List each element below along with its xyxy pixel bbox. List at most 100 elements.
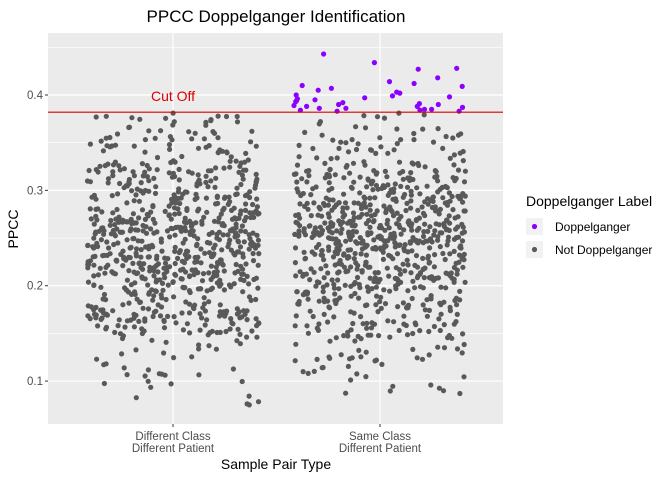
scatter-point-not-doppelganger xyxy=(228,284,234,290)
scatter-point-not-doppelganger xyxy=(353,239,359,245)
scatter-point-not-doppelganger xyxy=(458,131,464,137)
scatter-point-not-doppelganger xyxy=(201,214,207,220)
scatter-point-not-doppelganger xyxy=(98,237,104,243)
scatter-point-doppelganger xyxy=(362,95,368,101)
scatter-point-not-doppelganger xyxy=(179,258,185,264)
scatter-point-not-doppelganger xyxy=(332,262,338,268)
scatter-point-not-doppelganger xyxy=(131,198,137,204)
scatter-point-not-doppelganger xyxy=(370,178,376,184)
scatter-point-not-doppelganger xyxy=(186,169,192,175)
scatter-point-not-doppelganger xyxy=(115,191,121,197)
scatter-point-not-doppelganger xyxy=(329,230,335,236)
scatter-point-not-doppelganger xyxy=(233,261,239,268)
scatter-point-not-doppelganger xyxy=(222,194,228,200)
scatter-point-not-doppelganger xyxy=(417,284,424,290)
scatter-point-not-doppelganger xyxy=(422,164,428,170)
scatter-point-not-doppelganger xyxy=(172,260,178,267)
scatter-point-not-doppelganger xyxy=(357,285,363,291)
scatter-point-not-doppelganger xyxy=(295,189,301,195)
scatter-point-not-doppelganger xyxy=(355,333,361,339)
scatter-point-not-doppelganger xyxy=(363,349,369,355)
scatter-point-not-doppelganger xyxy=(408,198,414,204)
scatter-point-not-doppelganger xyxy=(332,172,338,178)
scatter-point-not-doppelganger xyxy=(238,208,244,214)
scatter-point-not-doppelganger xyxy=(461,341,467,348)
scatter-point-not-doppelganger xyxy=(343,140,349,146)
scatter-point-doppelganger xyxy=(435,75,441,81)
scatter-point-not-doppelganger xyxy=(243,150,249,156)
scatter-point-not-doppelganger xyxy=(255,262,261,268)
scatter-point-not-doppelganger xyxy=(454,311,460,317)
scatter-point-not-doppelganger xyxy=(389,208,395,215)
scatter-point-not-doppelganger xyxy=(387,288,393,294)
scatter-point-not-doppelganger xyxy=(312,227,318,233)
scatter-point-not-doppelganger xyxy=(133,270,139,277)
scatter-point-not-doppelganger xyxy=(308,213,314,219)
scatter-point-not-doppelganger xyxy=(413,253,420,259)
scatter-point-not-doppelganger xyxy=(130,169,136,175)
scatter-point-not-doppelganger xyxy=(417,191,423,197)
scatter-point-not-doppelganger xyxy=(233,191,239,198)
scatter-point-not-doppelganger xyxy=(432,174,438,180)
scatter-point-not-doppelganger xyxy=(121,365,127,371)
scatter-point-not-doppelganger xyxy=(234,306,240,312)
scatter-point-not-doppelganger xyxy=(324,282,330,288)
scatter-point-not-doppelganger xyxy=(381,203,387,209)
scatter-point-not-doppelganger xyxy=(297,201,303,207)
scatter-point-not-doppelganger xyxy=(145,367,151,373)
scatter-point-not-doppelganger xyxy=(351,256,357,262)
scatter-point-not-doppelganger xyxy=(182,219,188,225)
scatter-point-not-doppelganger xyxy=(296,142,302,148)
scatter-point-not-doppelganger xyxy=(206,343,212,349)
scatter-point-not-doppelganger xyxy=(378,294,384,300)
scatter-point-not-doppelganger xyxy=(116,317,122,323)
scatter-point-not-doppelganger xyxy=(153,184,159,190)
scatter-point-not-doppelganger xyxy=(109,143,115,149)
scatter-point-not-doppelganger xyxy=(357,174,363,180)
scatter-point-not-doppelganger xyxy=(175,206,181,212)
scatter-point-not-doppelganger xyxy=(180,327,186,333)
scatter-point-not-doppelganger xyxy=(313,184,319,190)
scatter-point-not-doppelganger xyxy=(243,167,249,173)
scatter-point-not-doppelganger xyxy=(140,228,146,234)
scatter-point-not-doppelganger xyxy=(105,176,112,182)
scatter-point-not-doppelganger xyxy=(337,242,343,248)
scatter-point-not-doppelganger xyxy=(440,388,447,394)
scatter-point-not-doppelganger xyxy=(253,143,259,149)
scatter-point-not-doppelganger xyxy=(220,232,226,238)
scatter-point-not-doppelganger xyxy=(137,260,143,266)
scatter-point-not-doppelganger xyxy=(215,150,221,156)
scatter-point-not-doppelganger xyxy=(203,179,209,185)
scatter-point-not-doppelganger xyxy=(123,257,129,263)
y-axis-title: PPCC xyxy=(5,210,21,249)
scatter-point-not-doppelganger xyxy=(428,294,434,300)
scatter-point-not-doppelganger xyxy=(300,292,306,298)
scatter-point-not-doppelganger xyxy=(208,178,214,184)
scatter-point-doppelganger xyxy=(321,51,327,57)
scatter-point-not-doppelganger xyxy=(217,277,223,283)
scatter-point-not-doppelganger xyxy=(139,330,145,337)
scatter-point-not-doppelganger xyxy=(325,270,331,276)
scatter-point-not-doppelganger xyxy=(349,137,355,143)
scatter-point-not-doppelganger xyxy=(182,225,188,231)
scatter-point-not-doppelganger xyxy=(131,324,137,330)
scatter-point-not-doppelganger xyxy=(443,285,449,291)
scatter-point-not-doppelganger xyxy=(128,226,134,232)
scatter-point-not-doppelganger xyxy=(367,224,373,230)
scatter-point-not-doppelganger xyxy=(293,273,299,279)
scatter-point-not-doppelganger xyxy=(101,291,108,298)
scatter-point-not-doppelganger xyxy=(214,194,220,200)
scatter-point-not-doppelganger xyxy=(217,309,223,315)
scatter-point-not-doppelganger xyxy=(209,253,215,260)
scatter-point-not-doppelganger xyxy=(430,194,436,201)
scatter-point-not-doppelganger xyxy=(237,331,243,337)
scatter-point-not-doppelganger xyxy=(409,248,415,254)
scatter-point-not-doppelganger xyxy=(88,216,94,222)
scatter-point-not-doppelganger xyxy=(392,181,398,187)
scatter-point-not-doppelganger xyxy=(196,372,202,378)
scatter-point-not-doppelganger xyxy=(372,211,378,218)
scatter-point-not-doppelganger xyxy=(243,261,249,267)
scatter-point-not-doppelganger xyxy=(124,372,130,378)
scatter-point-not-doppelganger xyxy=(126,268,132,274)
scatter-point-not-doppelganger xyxy=(459,256,465,262)
